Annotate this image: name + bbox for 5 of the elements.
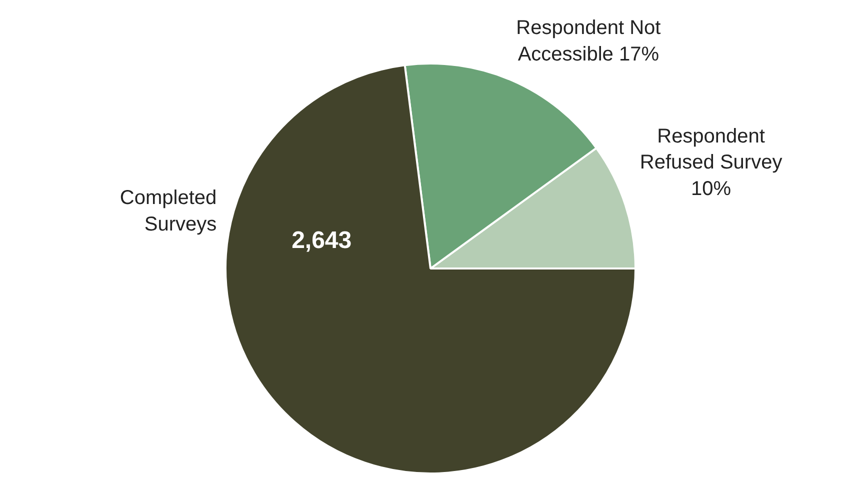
slice-label: Respondent Not Accessible 17% xyxy=(516,16,662,66)
text: 2,643 xyxy=(292,226,352,254)
data-label: 10% xyxy=(691,178,732,200)
slice-label: Completed Surveys xyxy=(120,186,217,236)
slice-label: Respondent Refused Survey xyxy=(640,125,782,174)
